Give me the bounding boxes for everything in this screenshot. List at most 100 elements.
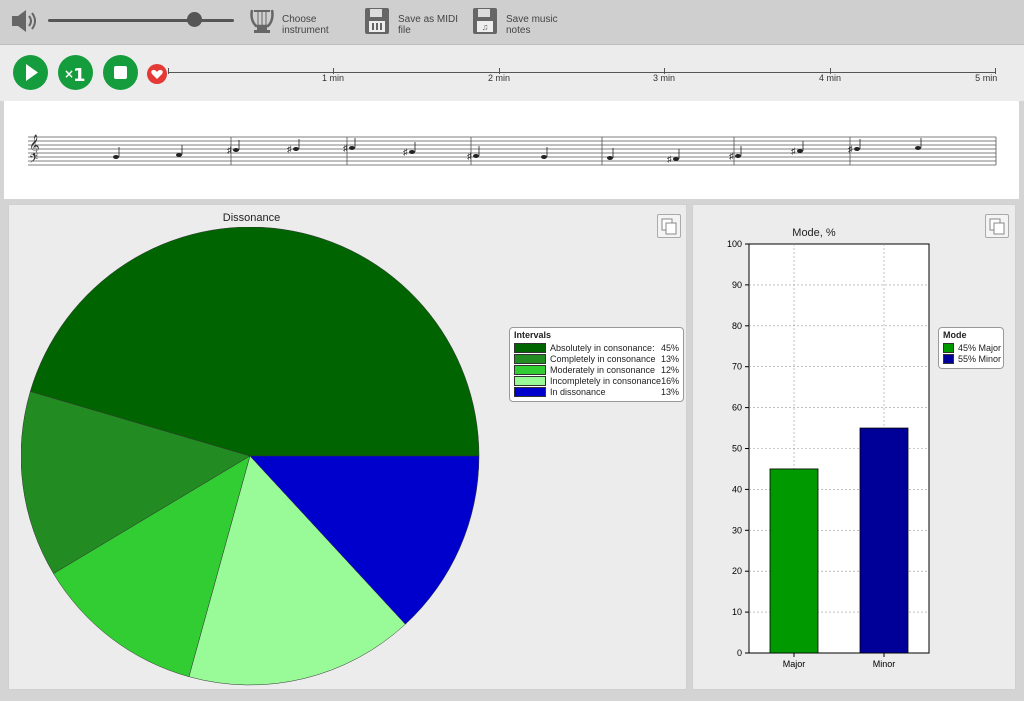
bass-clef-icon: 𝄢: [29, 152, 38, 168]
speed-x1-icon: × 1: [64, 65, 86, 86]
y-tick-label: 30: [732, 525, 742, 535]
y-tick-label: 20: [732, 566, 742, 576]
timeline-label: 3 min: [652, 73, 676, 83]
legend-swatch: [514, 375, 546, 386]
timeline-tick: 1 min: [322, 68, 344, 83]
save-midi-label: Save as MIDI file: [398, 14, 459, 36]
x-tick-label: Minor: [873, 659, 896, 669]
floppy-midi-icon: [365, 8, 389, 34]
floppy-notes-icon: ♫: [473, 8, 497, 34]
note-head: [473, 154, 479, 158]
speaker-icon: [12, 10, 36, 32]
legend-swatch: [514, 353, 546, 364]
legend-swatch: [514, 386, 546, 397]
svg-text:×: ×: [64, 67, 74, 81]
treble-clef-icon: 𝄞: [29, 135, 40, 156]
stop-icon: [114, 66, 127, 79]
note-head: [797, 149, 803, 153]
legend-item: Absolutely in consonance: 45%: [510, 342, 683, 353]
legend-label: Moderately in consonance: [550, 364, 656, 375]
timeline[interactable]: 1 min 2 min 3 min 4 min 5 min: [168, 68, 997, 83]
legend-swatch: [943, 353, 954, 364]
note-head: [673, 157, 679, 161]
transport-bar: × 1 1 min 2 min 3 min 4 min 5 min: [0, 45, 1024, 101]
note-head: [541, 155, 547, 159]
legend-label: 55% Minor: [958, 353, 1002, 364]
legend-percent: 16%: [661, 375, 680, 386]
choose-instrument-button[interactable]: Choose instrument: [248, 4, 358, 40]
dissonance-panel: Dissonance Intervals Absolutely in conso…: [8, 204, 687, 690]
y-tick-label: 90: [732, 280, 742, 290]
timeline-tick: 3 min: [653, 68, 675, 83]
legend-item: Moderately in consonance 12%: [510, 364, 683, 375]
sharp-icon: ♯: [343, 143, 348, 153]
y-tick-label: 70: [732, 362, 742, 372]
bar-chart: 0 10 20 30 40 50 60 70 80 90 100 Major Minor: [727, 239, 930, 669]
x-tick-label: Major: [783, 659, 806, 669]
bar: [769, 468, 819, 654]
staff-notation: 𝄞𝄢 ♯ ♯ ♯ ♯ ♯ ♯ ♯ ♯ ♯: [28, 135, 997, 168]
sharp-icon: ♯: [403, 147, 408, 157]
legend-title: Mode: [943, 330, 967, 340]
status-bar: [0, 690, 1024, 701]
legend-title: Intervals: [514, 330, 552, 340]
play-button[interactable]: [13, 55, 48, 90]
speed-button[interactable]: × 1: [58, 55, 93, 90]
legend-item: Incompletely in consonance 16%: [510, 375, 683, 386]
timeline-label: 2 min: [487, 73, 511, 83]
timeline-label: 4 min: [818, 73, 842, 83]
legend-swatch: [514, 342, 546, 353]
volume-button[interactable]: [10, 8, 40, 34]
legend-percent: 13%: [660, 353, 679, 364]
intervals-legend: Intervals Absolutely in consonance: 45% Co…: [509, 327, 684, 402]
save-midi-button[interactable]: Save as MIDI file: [364, 4, 474, 40]
volume-slider-thumb[interactable]: [187, 12, 202, 27]
timeline-tick: 5 min: [975, 68, 997, 83]
timeline-tick: [168, 68, 169, 74]
legend-label: Incompletely in consonance: [550, 375, 662, 386]
legend-label: In dissonance: [550, 386, 606, 397]
top-toolbar: Choose instrument Save as MIDI file ♫ Sa…: [0, 0, 1024, 45]
sharp-icon: ♯: [791, 146, 796, 156]
legend-percent: 45%: [660, 342, 679, 353]
pie-slice: [188, 455, 406, 686]
svg-text:1: 1: [73, 65, 86, 86]
pie-chart-title: Dissonance: [222, 212, 281, 224]
timeline-tick: 2 min: [488, 68, 510, 83]
y-tick-label: 80: [732, 321, 742, 331]
sharp-icon: ♯: [467, 151, 472, 161]
legend-item: In dissonance 13%: [510, 386, 683, 397]
pie-chart: [21, 227, 480, 686]
choose-instrument-label: Choose instrument: [282, 14, 329, 36]
svg-text:♫: ♫: [482, 22, 489, 32]
note-head: [854, 147, 860, 151]
copy-chart-button[interactable]: [657, 214, 681, 238]
timeline-label: 5 min: [975, 73, 998, 83]
copy-icon: [661, 218, 677, 235]
pie-slice: [21, 391, 251, 574]
play-icon: [26, 64, 38, 81]
sharp-icon: ♯: [848, 144, 853, 154]
legend-item: 55% Minor: [939, 353, 1003, 364]
y-tick-label: 60: [732, 403, 742, 413]
legend-swatch: [943, 342, 954, 353]
sharp-icon: ♯: [227, 145, 232, 155]
bar: [859, 427, 909, 654]
note-head: [607, 156, 613, 160]
pie-slice: [53, 455, 251, 678]
favorite-button[interactable]: [147, 64, 167, 84]
note-head: [293, 147, 299, 151]
stop-button[interactable]: [103, 55, 138, 90]
note-head: [409, 150, 415, 154]
save-notes-button[interactable]: ♫ Save music notes: [472, 4, 582, 40]
pie-slice: [249, 455, 480, 625]
legend-label: 45% Major: [958, 342, 1002, 353]
music-score: 𝄞 𝄢 ♯ ♯ ♯ ♯ ♯ ♯ ♯ ♯ ♯: [4, 101, 1019, 199]
legend-label: Absolutely in consonance:: [550, 342, 655, 353]
y-tick-label: 100: [727, 239, 742, 249]
note-head: [233, 148, 239, 152]
copy-chart-button[interactable]: [985, 214, 1009, 238]
volume-slider-track[interactable]: [48, 19, 234, 22]
copy-icon: [989, 218, 1005, 235]
save-notes-label: Save music notes: [506, 14, 558, 36]
